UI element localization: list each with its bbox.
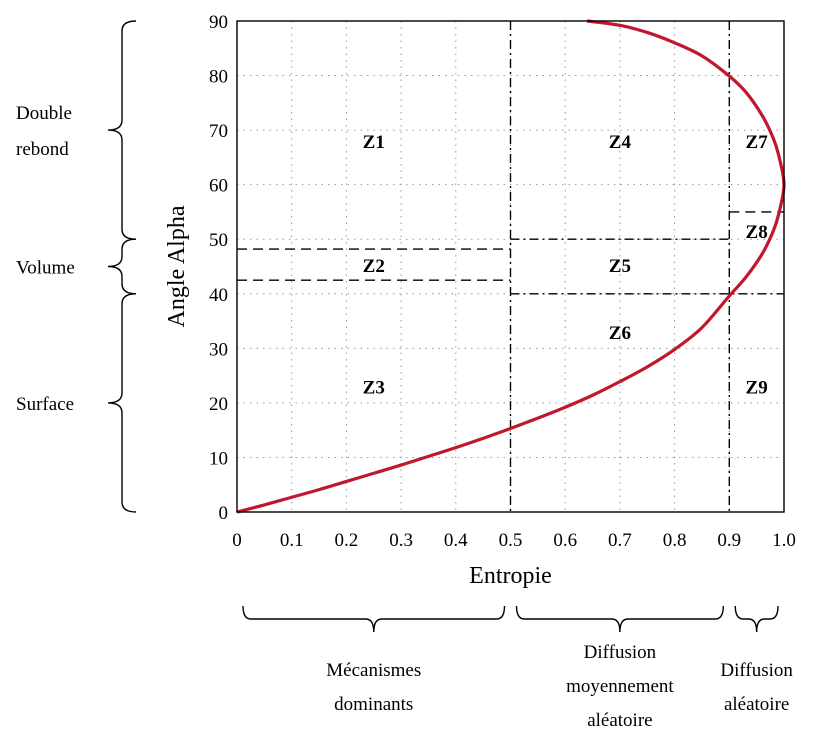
x-tick-label: 0.1 [280, 530, 304, 551]
zone-label-z4: Z4 [609, 132, 632, 153]
alpha-entropy-curve [236, 19, 786, 514]
zone-label-z9: Z9 [746, 378, 768, 399]
y-group-brace [107, 293, 137, 513]
grid [237, 21, 784, 512]
x-tick-label: 0.9 [717, 530, 741, 551]
x-group-label: aléatoire [724, 694, 789, 715]
x-group-label: Diffusion [720, 660, 793, 681]
y-tick-label: 60 [209, 176, 228, 197]
y-group-brace [107, 238, 137, 295]
x-group-label: dominants [334, 694, 413, 715]
y-tick-label: 0 [219, 503, 229, 524]
y-group-label: Double [16, 103, 72, 124]
y-tick-label: 40 [209, 285, 228, 306]
y-tick-label: 30 [209, 339, 228, 360]
x-tick-label: 0.6 [553, 530, 577, 551]
x-group-brace [515, 605, 724, 633]
x-tick-label: 0.7 [608, 530, 632, 551]
zone-label-z1: Z1 [363, 132, 385, 153]
x-group-label: aléatoire [587, 710, 652, 731]
x-axis-title: Entropie [469, 563, 552, 589]
y-tick-label: 20 [209, 394, 228, 415]
x-group-brace [242, 605, 506, 633]
zone-label-z7: Z7 [746, 132, 769, 153]
x-tick-label: 0.5 [499, 530, 523, 551]
x-group-label: Mécanismes [326, 660, 421, 681]
x-tick-label: 0.8 [663, 530, 687, 551]
x-group-brace [734, 605, 779, 633]
zone-label-z3: Z3 [363, 378, 385, 399]
x-tick-label: 0.3 [389, 530, 413, 551]
y-axis-title: Angle Alpha [164, 205, 190, 327]
y-tick-label: 10 [209, 448, 228, 469]
x-group-label: Diffusion [584, 642, 657, 663]
plot-frame [236, 20, 785, 513]
y-tick-label: 80 [209, 67, 228, 88]
zone-label-z2: Z2 [363, 256, 385, 277]
y-group-brace [107, 20, 137, 240]
y-group-label: rebond [16, 139, 69, 160]
x-tick-label: 0.2 [335, 530, 359, 551]
zone-label-z8: Z8 [746, 222, 768, 243]
axis-ticks: 0 0.1 0.2 0.3 0.4 0.5 0.6 0.7 0.8 0.9 1.0 0 10 20 30 40… [209, 12, 796, 551]
x-tick-label: 0 [232, 530, 242, 551]
y-group-label: Volume [16, 258, 75, 279]
zone-label-z5: Z5 [609, 256, 631, 277]
zone-labels: Z1 Z2 Z3 Z4 Z5 Z6 Z7 Z8 Z9 [363, 132, 769, 399]
y-tick-label: 50 [209, 230, 228, 251]
y-tick-label: 70 [209, 121, 228, 142]
x-tick-label: 1.0 [772, 530, 796, 551]
x-tick-label: 0.4 [444, 530, 468, 551]
y-tick-label: 90 [209, 12, 228, 33]
x-group-label: moyennement [566, 676, 674, 697]
zone-label-z6: Z6 [609, 323, 631, 344]
group-braces: Double rebond Volume Surface Mécanismes domin… [16, 20, 793, 731]
zone-boundaries [237, 21, 784, 512]
y-group-label: Surface [16, 394, 74, 415]
